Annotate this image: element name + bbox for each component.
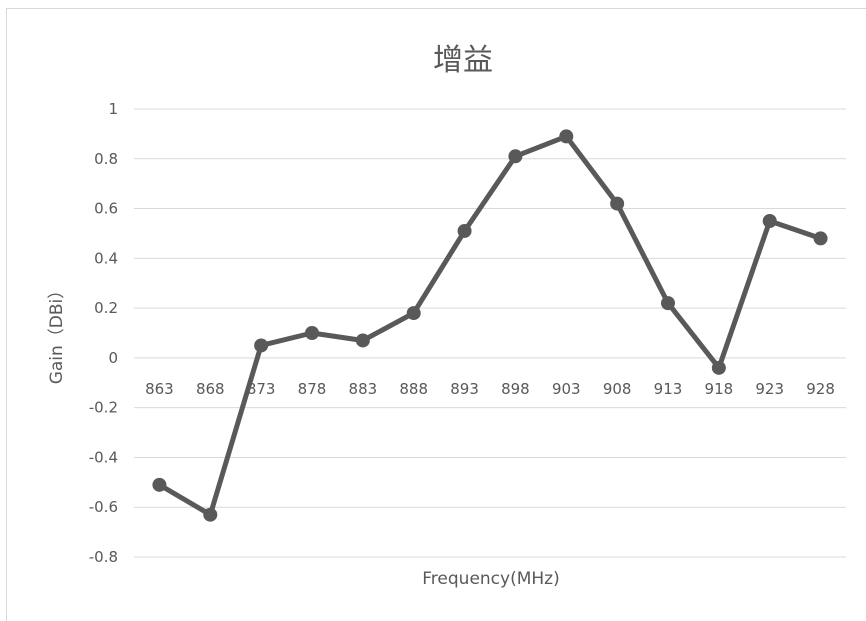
data-point bbox=[661, 296, 675, 311]
x-tick-label: 888 bbox=[399, 380, 428, 398]
data-point bbox=[559, 129, 574, 144]
data-point bbox=[406, 306, 421, 321]
x-tick-label: 878 bbox=[298, 380, 327, 398]
data-point bbox=[152, 477, 167, 492]
data-point bbox=[203, 507, 218, 522]
y-tick-label: 0 bbox=[108, 349, 118, 367]
data-point bbox=[457, 223, 472, 238]
x-tick-label: 883 bbox=[349, 380, 378, 398]
y-tick-label: -0.6 bbox=[89, 498, 118, 516]
y-tick-label: -0.8 bbox=[89, 548, 118, 566]
data-point bbox=[508, 149, 523, 164]
y-tick-label: 0.6 bbox=[94, 200, 118, 218]
x-tick-label: 868 bbox=[196, 380, 225, 398]
x-tick-label: 928 bbox=[806, 380, 835, 398]
x-tick-label: 898 bbox=[501, 380, 530, 398]
x-tick-label: 923 bbox=[755, 380, 784, 398]
x-tick-label: 863 bbox=[145, 380, 174, 398]
data-point bbox=[813, 231, 828, 246]
y-axis-title: Gain（DBi） bbox=[47, 282, 67, 385]
x-tick-label: 913 bbox=[654, 380, 683, 398]
data-point bbox=[254, 338, 269, 353]
data-point bbox=[711, 360, 726, 375]
x-axis-title: Frequency(MHz) bbox=[422, 569, 559, 589]
gain-series-markers bbox=[152, 129, 828, 522]
x-tick-label: 918 bbox=[705, 380, 734, 398]
x-tick-label: 903 bbox=[552, 380, 581, 398]
y-tick-labels: 1 0.8 0.6 0.4 0.2 0 -0.2 -0.4 -0.6 -0.8 bbox=[89, 100, 118, 566]
gain-series-line bbox=[156, 133, 824, 518]
data-point bbox=[610, 196, 625, 211]
y-tick-label: -0.2 bbox=[89, 399, 118, 417]
gridlines bbox=[134, 108, 846, 558]
data-point bbox=[355, 333, 370, 348]
x-tick-label: 908 bbox=[603, 380, 632, 398]
x-tick-label: 893 bbox=[450, 380, 479, 398]
x-tick-labels: 863 868 873 878 883 888 893 898 903 908 913 918 923 9… bbox=[145, 380, 835, 398]
chart-frame bbox=[6, 8, 866, 621]
y-tick-label: -0.4 bbox=[89, 448, 118, 466]
x-tick-label: 873 bbox=[247, 380, 276, 398]
data-point bbox=[305, 326, 319, 340]
y-tick-label: 0.2 bbox=[94, 299, 118, 317]
data-point bbox=[762, 214, 777, 228]
chart-title: 增益 bbox=[433, 43, 493, 78]
y-tick-label: 0.8 bbox=[94, 150, 118, 168]
y-tick-label: 1 bbox=[108, 100, 118, 118]
y-tick-label: 0.4 bbox=[94, 249, 118, 267]
